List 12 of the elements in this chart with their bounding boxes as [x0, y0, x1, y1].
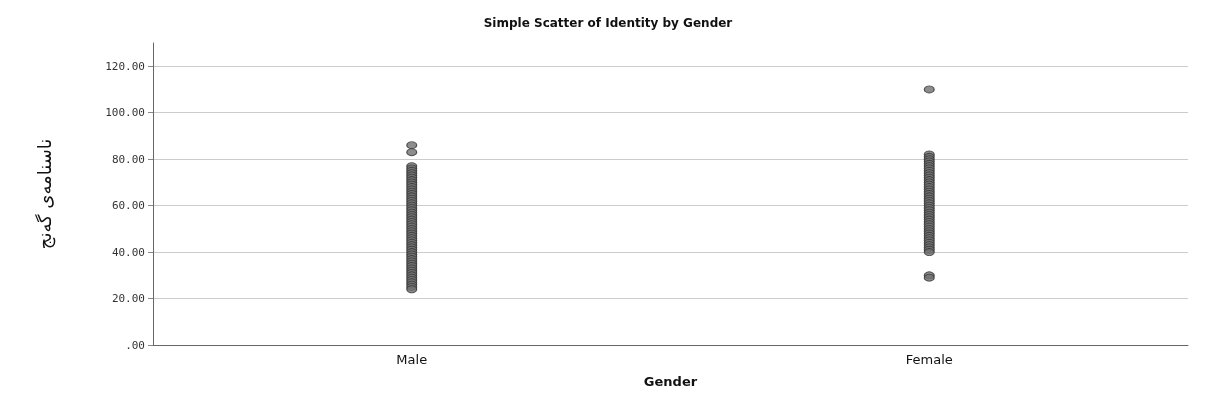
y-tick-label: .00 — [125, 338, 145, 352]
y-tick-label: 40.00 — [111, 245, 145, 259]
chart-title: Simple Scatter of Identity by Gender — [483, 16, 733, 30]
y-axis-title: ناسنامەی گەنج — [33, 138, 56, 250]
y-tick-label: 20.00 — [111, 292, 145, 306]
x-tick-label: Male — [396, 352, 428, 367]
x-tick-label: Female — [905, 352, 953, 367]
x-axis-title: Gender — [643, 374, 698, 389]
y-tick-label: 120.00 — [105, 59, 145, 73]
y-tick-label: 60.00 — [111, 199, 145, 213]
y-tick-label: 80.00 — [111, 152, 145, 166]
y-tick-label: 100.00 — [105, 106, 145, 120]
